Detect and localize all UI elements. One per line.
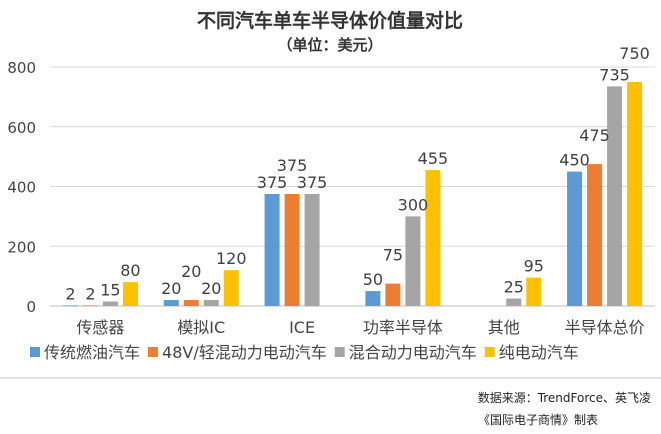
- bar: [304, 193, 320, 306]
- data-label: 2: [85, 284, 95, 303]
- data-label: 2: [65, 284, 75, 303]
- bar: [607, 86, 623, 306]
- legend-label: 48V/轻混动力电动汽车: [162, 343, 327, 362]
- data-label: 25: [504, 278, 524, 297]
- bar: [526, 277, 542, 306]
- data-label: 735: [599, 65, 630, 84]
- data-label: 15: [100, 281, 120, 300]
- y-tick-label: 600: [7, 119, 36, 137]
- bar: [102, 301, 118, 306]
- x-tick-label: 其他: [488, 318, 520, 337]
- legend-swatch: [334, 347, 345, 357]
- data-label: 375: [277, 156, 308, 175]
- legend-swatch: [484, 347, 495, 357]
- y-tick-label: 400: [7, 179, 36, 197]
- bar: [203, 300, 219, 306]
- y-tick-label: 800: [7, 59, 36, 77]
- bar: [405, 216, 421, 306]
- data-label: 95: [524, 257, 544, 276]
- data-label: 20: [181, 262, 201, 281]
- bar: [82, 305, 98, 307]
- data-label: 120: [216, 249, 247, 268]
- chart-subtitle: （单位：美元）: [277, 36, 382, 54]
- x-tick-label: 模拟IC: [177, 318, 225, 337]
- x-tick-label: 功率半导体: [363, 318, 443, 337]
- legend-label: 传统燃油汽车: [44, 343, 140, 362]
- source-note: 数据来源：TrendForce、英飞凌: [478, 390, 651, 405]
- data-label: 80: [120, 261, 140, 280]
- chart-title: 不同汽车单车半导体价值量对比: [197, 9, 463, 32]
- legend-label: 混合动力电动汽车: [349, 343, 477, 362]
- legend-swatch: [30, 347, 40, 357]
- bar: [587, 164, 603, 306]
- data-label: 475: [579, 126, 610, 145]
- data-label: 450: [559, 151, 590, 170]
- x-tick-label: 半导体总价: [565, 318, 645, 337]
- bar: [284, 193, 300, 306]
- data-label: 455: [418, 149, 449, 168]
- bar: [567, 171, 583, 306]
- data-label: 375: [297, 173, 328, 192]
- data-label: 750: [619, 44, 650, 63]
- credit-note: 《国际电子商情》制表: [478, 412, 598, 427]
- data-label: 20: [201, 279, 221, 298]
- bar: [163, 300, 179, 306]
- y-tick-label: 0: [26, 298, 36, 316]
- data-label: 20: [161, 279, 181, 298]
- y-tick-label: 200: [7, 238, 36, 256]
- bar: [627, 81, 643, 306]
- data-label: 75: [383, 246, 403, 265]
- bar: [365, 291, 381, 306]
- bar: [385, 283, 401, 306]
- data-label: 375: [257, 173, 288, 192]
- legend-label: 纯电动汽车: [499, 343, 579, 362]
- bar: [425, 170, 441, 306]
- x-tick-label: ICE: [289, 318, 315, 337]
- bar: [264, 193, 280, 306]
- bar: [183, 300, 199, 306]
- bar: [506, 298, 522, 306]
- bar: [122, 282, 138, 306]
- bar: [223, 270, 239, 306]
- data-label: 300: [398, 195, 429, 214]
- legend-swatch: [148, 347, 159, 357]
- bar: [62, 305, 78, 307]
- data-label: 50: [363, 270, 383, 289]
- x-tick-label: 传感器: [76, 318, 124, 337]
